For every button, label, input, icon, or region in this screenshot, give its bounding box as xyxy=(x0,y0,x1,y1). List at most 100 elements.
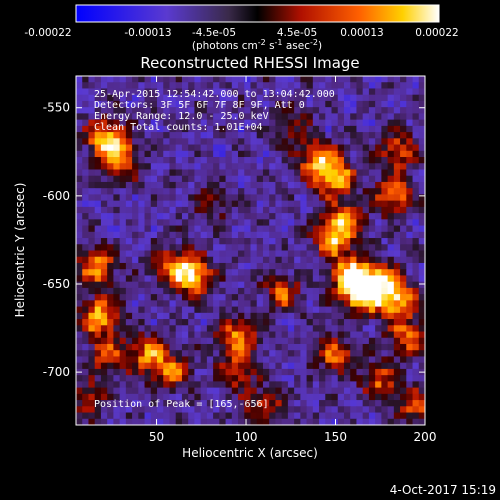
image-pixel xyxy=(94,194,102,202)
image-pixel xyxy=(343,362,351,370)
image-pixel xyxy=(250,194,258,202)
image-pixel xyxy=(244,94,251,102)
image-pixel xyxy=(76,88,83,96)
image-pixel xyxy=(157,287,164,295)
image-pixel xyxy=(194,418,202,425)
annotation-time-range: 25-Apr-2015 12:54:42.000 to 13:04:42.000 xyxy=(94,89,335,100)
image-pixel xyxy=(169,406,177,413)
image-pixel xyxy=(225,287,233,295)
image-pixel xyxy=(150,132,158,139)
image-pixel xyxy=(144,343,152,351)
image-pixel xyxy=(219,82,226,89)
image-pixel xyxy=(343,82,351,89)
image-pixel xyxy=(256,343,264,351)
image-pixel xyxy=(213,381,220,389)
image-pixel xyxy=(406,88,413,96)
image-pixel xyxy=(325,312,332,320)
image-pixel xyxy=(406,275,413,283)
image-pixel xyxy=(325,381,332,389)
image-pixel xyxy=(76,300,83,307)
image-pixel xyxy=(119,362,127,370)
image-pixel xyxy=(82,150,89,158)
image-pixel xyxy=(244,213,251,220)
image-pixel xyxy=(113,225,121,233)
image-pixel xyxy=(262,275,270,283)
image-pixel xyxy=(175,88,183,96)
image-pixel xyxy=(213,188,220,195)
image-pixel xyxy=(381,206,389,214)
image-pixel xyxy=(175,231,183,239)
image-pixel xyxy=(157,300,164,307)
image-pixel xyxy=(325,250,332,258)
image-pixel xyxy=(163,343,170,351)
image-pixel xyxy=(418,250,425,258)
image-pixel xyxy=(113,406,121,413)
image-pixel xyxy=(325,113,332,121)
image-pixel xyxy=(275,400,283,407)
image-pixel xyxy=(356,281,364,289)
image-pixel xyxy=(256,231,264,239)
image-pixel xyxy=(219,100,226,108)
image-pixel xyxy=(157,250,164,258)
image-pixel xyxy=(362,150,370,158)
image-pixel xyxy=(200,350,208,357)
image-pixel xyxy=(194,387,202,395)
image-pixel xyxy=(113,113,121,121)
image-pixel xyxy=(250,412,258,420)
image-pixel xyxy=(312,275,320,283)
image-pixel xyxy=(381,94,389,102)
image-pixel xyxy=(194,300,202,307)
image-pixel xyxy=(412,275,420,283)
image-pixel xyxy=(163,406,170,413)
image-pixel xyxy=(94,294,102,301)
image-pixel xyxy=(412,181,420,189)
image-pixel xyxy=(94,287,102,295)
image-pixel xyxy=(238,387,245,395)
image-pixel xyxy=(393,387,401,395)
image-pixel xyxy=(262,150,270,158)
image-pixel xyxy=(138,319,145,326)
image-pixel xyxy=(213,294,220,301)
image-pixel xyxy=(281,262,289,270)
image-pixel xyxy=(206,287,214,295)
image-pixel xyxy=(312,113,320,121)
image-pixel xyxy=(250,107,258,114)
image-pixel xyxy=(375,306,382,314)
image-pixel xyxy=(200,325,208,332)
image-pixel xyxy=(188,119,195,127)
image-pixel xyxy=(100,88,108,96)
image-pixel xyxy=(119,82,127,89)
image-pixel xyxy=(281,200,289,208)
image-pixel xyxy=(138,138,145,145)
image-pixel xyxy=(393,76,401,83)
image-pixel xyxy=(400,375,407,382)
image-pixel xyxy=(144,244,152,251)
image-pixel xyxy=(163,194,170,202)
image-pixel xyxy=(287,150,295,158)
image-pixel xyxy=(150,362,158,370)
image-pixel xyxy=(319,262,326,270)
image-pixel xyxy=(213,275,220,283)
image-pixel xyxy=(169,169,177,177)
image-pixel xyxy=(225,387,233,395)
image-pixel xyxy=(418,387,425,395)
image-pixel xyxy=(300,107,307,114)
image-pixel xyxy=(406,406,413,413)
image-pixel xyxy=(406,107,413,114)
image-pixel xyxy=(300,175,307,183)
image-pixel xyxy=(76,181,83,189)
image-pixel xyxy=(312,312,320,320)
image-pixel xyxy=(76,138,83,145)
image-pixel xyxy=(163,200,170,208)
image-pixel xyxy=(418,88,425,96)
image-pixel xyxy=(244,225,251,233)
image-pixel xyxy=(119,393,127,401)
image-pixel xyxy=(368,231,376,239)
image-pixel xyxy=(406,418,413,425)
image-pixel xyxy=(100,325,108,332)
image-pixel xyxy=(144,319,152,326)
image-pixel xyxy=(225,163,233,170)
image-pixel xyxy=(250,262,258,270)
image-pixel xyxy=(406,76,413,83)
image-pixel xyxy=(194,88,202,96)
